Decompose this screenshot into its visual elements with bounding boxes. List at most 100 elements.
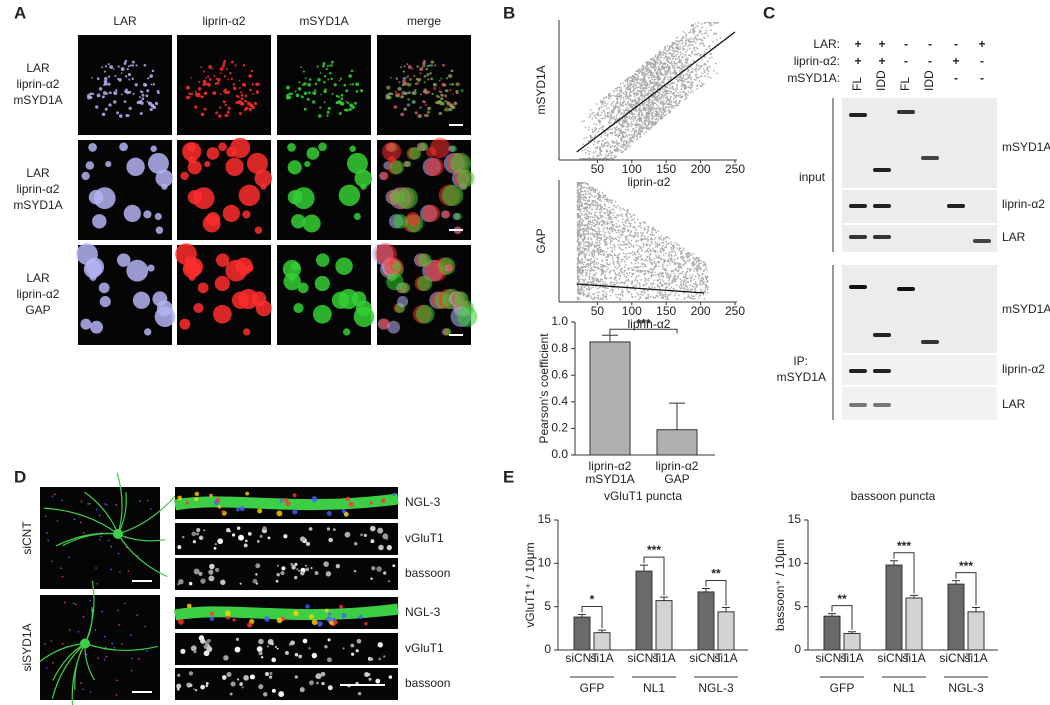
signal-blob (427, 110, 431, 114)
signal-blob (419, 142, 429, 152)
signal-blob (284, 650, 290, 655)
signal-blob (239, 582, 242, 585)
signal-blob (74, 603, 77, 606)
error-bar (660, 596, 668, 601)
signal-blob (267, 645, 270, 648)
signal-blob (302, 638, 308, 644)
signal-blob (432, 86, 437, 91)
signal-blob (355, 82, 360, 87)
signal-blob (76, 243, 98, 265)
signal-blob (106, 92, 109, 95)
signal-blob (300, 66, 302, 69)
signal-blob (96, 93, 101, 98)
signal-blob (147, 152, 169, 174)
lane-sign: - (904, 54, 908, 68)
signal-blob (320, 93, 322, 96)
signal-blob (77, 630, 80, 633)
x-tick-label: 50 (591, 162, 605, 176)
signal-blob (213, 546, 217, 550)
signal-blob (276, 617, 283, 624)
signal-blob (254, 169, 273, 188)
signal-blob (304, 77, 307, 80)
signal-blob (147, 77, 150, 80)
significance-bracket (609, 328, 678, 336)
signal-blob (424, 88, 428, 91)
signal-blob (212, 91, 217, 95)
signal-blob (102, 91, 107, 95)
signal-blob (371, 566, 376, 571)
signal-blob (156, 102, 159, 105)
bar (655, 600, 673, 651)
signal-blob (208, 569, 214, 575)
signal-blob (192, 540, 196, 544)
signal-blob (393, 214, 408, 229)
signal-blob (214, 567, 220, 573)
signal-blob (440, 77, 443, 80)
signal-blob (427, 65, 430, 68)
x-tick-label: 250 (725, 162, 745, 176)
signal-blob (107, 82, 111, 86)
section-label: mSYD1A (777, 370, 826, 384)
signal-blob (188, 92, 192, 96)
signal-blob (232, 618, 236, 622)
signal-blob (46, 532, 48, 534)
panel-letter: A (14, 3, 26, 22)
signal-blob (193, 568, 200, 575)
y-tick-label: 0.2 (551, 421, 568, 435)
signal-blob (194, 497, 199, 502)
y-tick-label: 10 (538, 556, 552, 570)
signal-blob (220, 579, 226, 586)
signal-blob (333, 619, 338, 625)
signal-blob (415, 111, 419, 115)
signal-blob (267, 536, 271, 540)
signal-blob (152, 105, 157, 110)
column-header: mSYD1A (299, 14, 348, 28)
blot (842, 225, 997, 252)
signal-blob (327, 106, 331, 110)
lane-sign: - (904, 37, 908, 51)
signal-blob (314, 571, 319, 575)
signal-blob (187, 189, 203, 205)
bar-label: siCNT (627, 651, 661, 665)
signal-blob (255, 82, 260, 87)
signal-blob (444, 328, 452, 336)
bar-label: siCNT (877, 651, 911, 665)
signal-blob (188, 95, 191, 98)
signal-blob (357, 691, 362, 696)
y-tick-label: 0.0 (551, 447, 568, 461)
signal-blob (223, 75, 227, 78)
signal-blob (94, 629, 97, 631)
signal-blob (230, 60, 234, 64)
significance-bracket (955, 572, 977, 606)
lane-sign: - (980, 54, 984, 68)
blot-band (973, 239, 991, 243)
signal-blob (230, 77, 233, 81)
signal-blob (427, 78, 430, 81)
signal-blob (194, 105, 198, 109)
signal-blob (234, 64, 237, 67)
signal-blob (305, 541, 311, 547)
signal-blob (438, 96, 441, 99)
bar-label: siCNT (939, 651, 973, 665)
significance-label: *** (897, 539, 911, 553)
signal-blob (317, 114, 322, 118)
signal-blob (439, 111, 443, 115)
signal-blob (461, 183, 468, 190)
signal-blob (274, 645, 277, 649)
signal-blob (242, 210, 251, 219)
signal-blob (451, 69, 454, 73)
signal-blob (238, 111, 242, 115)
signal-blob (325, 571, 332, 577)
x-tick-label: 50 (591, 304, 605, 318)
bar-label: si1A (964, 651, 987, 665)
signal-blob (219, 72, 222, 75)
signal-blob (129, 64, 132, 67)
signal-blob (180, 171, 189, 181)
signal-blob (300, 571, 305, 576)
dendrite (174, 493, 399, 511)
signal-blob (209, 616, 215, 621)
signal-blob (98, 87, 103, 91)
signal-blob (429, 71, 433, 75)
bar (593, 632, 611, 651)
signal-blob (398, 87, 402, 91)
